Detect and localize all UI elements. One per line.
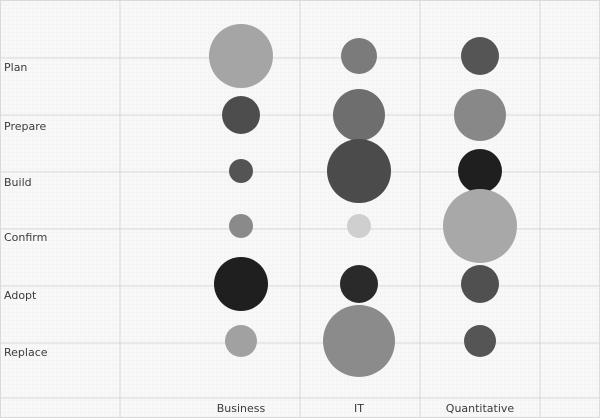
bubble [327,139,391,203]
column-label-layer: Business IT Quantitative [217,402,515,415]
row-label: Prepare [4,120,46,133]
bubble [443,189,517,263]
bubble [333,89,385,141]
column-label: IT [354,402,364,415]
bubble [229,159,253,183]
bubble [209,24,273,88]
bubble [229,214,253,238]
bubble [458,149,502,193]
row-label: Confirm [4,231,47,244]
row-label: Build [4,176,32,189]
bubble [340,265,378,303]
bubble [323,305,395,377]
bubble [454,89,506,141]
row-label: Adopt [4,289,37,302]
bubble [347,214,371,238]
row-label: Plan [4,61,27,74]
bubble [341,38,377,74]
bubble [464,325,496,357]
bubble [461,37,499,75]
bubble [461,265,499,303]
column-label: Quantitative [446,402,515,415]
bubble [214,257,268,311]
row-label-layer: Plan Prepare Build Confirm Adopt Replace [4,61,48,359]
bubble [222,96,260,134]
bubble [225,325,257,357]
bubble-layer [209,24,517,377]
row-label: Replace [4,346,48,359]
column-label: Business [217,402,266,415]
